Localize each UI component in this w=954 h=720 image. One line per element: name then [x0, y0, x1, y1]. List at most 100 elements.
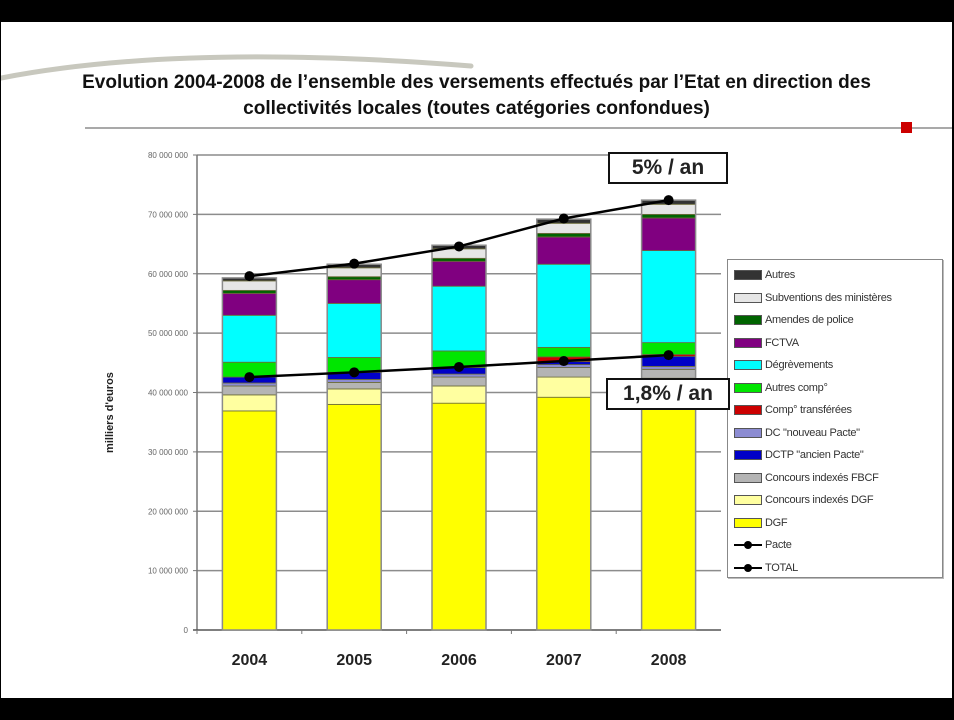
color-swatch-icon [734, 360, 762, 371]
bar-segment [221, 382, 277, 387]
bar-segment [326, 403, 382, 631]
color-swatch-icon [734, 382, 762, 393]
legend-label: Comp° transférées [765, 404, 852, 417]
color-swatch-icon [734, 450, 762, 461]
y-tick-label: 20 000 000 [148, 507, 189, 516]
legend-label: Autres comp° [765, 381, 828, 394]
y-tick-label: 60 000 000 [148, 270, 189, 279]
title-divider [85, 127, 952, 129]
color-swatch-icon [734, 517, 762, 528]
legend-label: Subventions des ministères [765, 291, 892, 304]
stacked-bar-chart: 0 10 000 000 20 000 000 30 000 000 40 000 00… [104, 151, 721, 669]
legend-label: Amendes de police [765, 314, 854, 327]
bar-segment [536, 236, 592, 265]
bar-segment [431, 260, 487, 287]
bar-segment [221, 314, 277, 363]
x-tick-label: 2004 [232, 652, 268, 669]
bar-segment [641, 250, 696, 344]
line-marker [244, 372, 255, 383]
line-marker [663, 350, 674, 361]
color-swatch-icon [734, 472, 762, 483]
legend-label: DGF [765, 516, 788, 529]
line-marker [349, 367, 360, 378]
slide: Evolution 2004-2008 de l’ensemble des ve… [1, 22, 952, 698]
bar-segment [221, 292, 277, 316]
bar-segment [431, 376, 487, 387]
legend-item: Dégrèvements [728, 354, 942, 377]
x-tick-label: 2008 [651, 652, 687, 669]
decorative-swoosh [1, 54, 474, 81]
legend-item: DCTP "ancien Pacte" [728, 444, 942, 467]
y-tick-label: 30 000 000 [148, 448, 189, 457]
bar-segment [536, 376, 592, 398]
line-marker-icon [734, 541, 762, 550]
color-swatch-icon [734, 405, 762, 416]
slide-title: Evolution 2004-2008 de l’ensemble des ve… [1, 70, 952, 122]
bar-segment [536, 367, 592, 378]
bar-segment [326, 379, 382, 383]
line-marker [244, 271, 255, 282]
legend-label: Autres [765, 269, 795, 282]
bar-segment [536, 263, 592, 348]
y-tick-label: 70 000 000 [148, 210, 189, 219]
legend-label: Dégrèvements [765, 359, 833, 372]
line-marker-icon [734, 563, 762, 572]
bar-2006 [431, 244, 487, 631]
y-tick-label: 50 000 000 [148, 329, 189, 338]
total-growth-callout: 5% / an [608, 152, 728, 184]
y-axis-label: milliers d'euros [104, 372, 116, 453]
bar-segment [431, 373, 487, 378]
x-tick-label: 2006 [441, 652, 477, 669]
bar-2005 [326, 263, 382, 631]
color-swatch-icon [734, 315, 762, 326]
bar-2008 [640, 199, 697, 631]
y-tick-label: 80 000 000 [148, 151, 189, 160]
bar-segment [641, 217, 696, 251]
color-swatch-icon [734, 270, 762, 281]
line-marker [349, 258, 360, 269]
chart-legend: Autres Subventions des ministères Amendes … [727, 259, 943, 578]
bar-segment [536, 232, 592, 238]
bar-2007 [536, 218, 592, 631]
legend-item: DC "nouveau Pacte" [728, 422, 942, 445]
bar-segment [326, 267, 382, 278]
legend-item: FCTVA [728, 332, 942, 355]
y-tick-label: 10 000 000 [148, 567, 189, 576]
title-line-2: collectivités locales (toutes catégories… [243, 98, 710, 119]
bar-segment [431, 385, 487, 404]
legend-item: Comp° transférées [728, 399, 942, 422]
legend-item: DGF [728, 512, 942, 535]
legend-label: TOTAL [765, 561, 798, 574]
legend-item: Amendes de police [728, 309, 942, 332]
line-marker [558, 356, 569, 367]
bar-segment [326, 276, 382, 281]
bar-segment [641, 391, 696, 631]
legend-label: Concours indexés FBCF [765, 471, 879, 484]
bar-segment [221, 410, 277, 631]
legend-item: Pacte [728, 534, 942, 557]
line-marker [558, 213, 569, 224]
bar-segment [431, 257, 487, 262]
legend-item: Concours indexés DGF [728, 489, 942, 512]
y-tick-label: 0 [184, 626, 189, 635]
legend-label: Concours indexés DGF [765, 494, 874, 507]
bar-segment [641, 203, 696, 215]
legend-label: FCTVA [765, 336, 799, 349]
bar-segment [431, 285, 487, 352]
bar-segment [221, 280, 277, 291]
pacte-growth-callout: 1,8% / an [606, 378, 730, 410]
y-tick-label: 40 000 000 [148, 389, 189, 398]
title-line-1: Evolution 2004-2008 de l’ensemble des ve… [82, 72, 871, 93]
bar-segment [431, 402, 487, 631]
line-marker [454, 361, 464, 372]
legend-item: Subventions des ministères [728, 287, 942, 310]
bar-segment [641, 365, 696, 370]
color-swatch-icon [734, 337, 762, 348]
accent-square-icon [901, 122, 912, 133]
legend-item: Autres comp° [728, 377, 942, 400]
legend-label: Pacte [765, 539, 792, 552]
color-swatch-icon [734, 427, 762, 438]
bar-segment [536, 396, 592, 631]
legend-item: Concours indexés FBCF [728, 467, 942, 490]
bar-segment [326, 279, 382, 304]
